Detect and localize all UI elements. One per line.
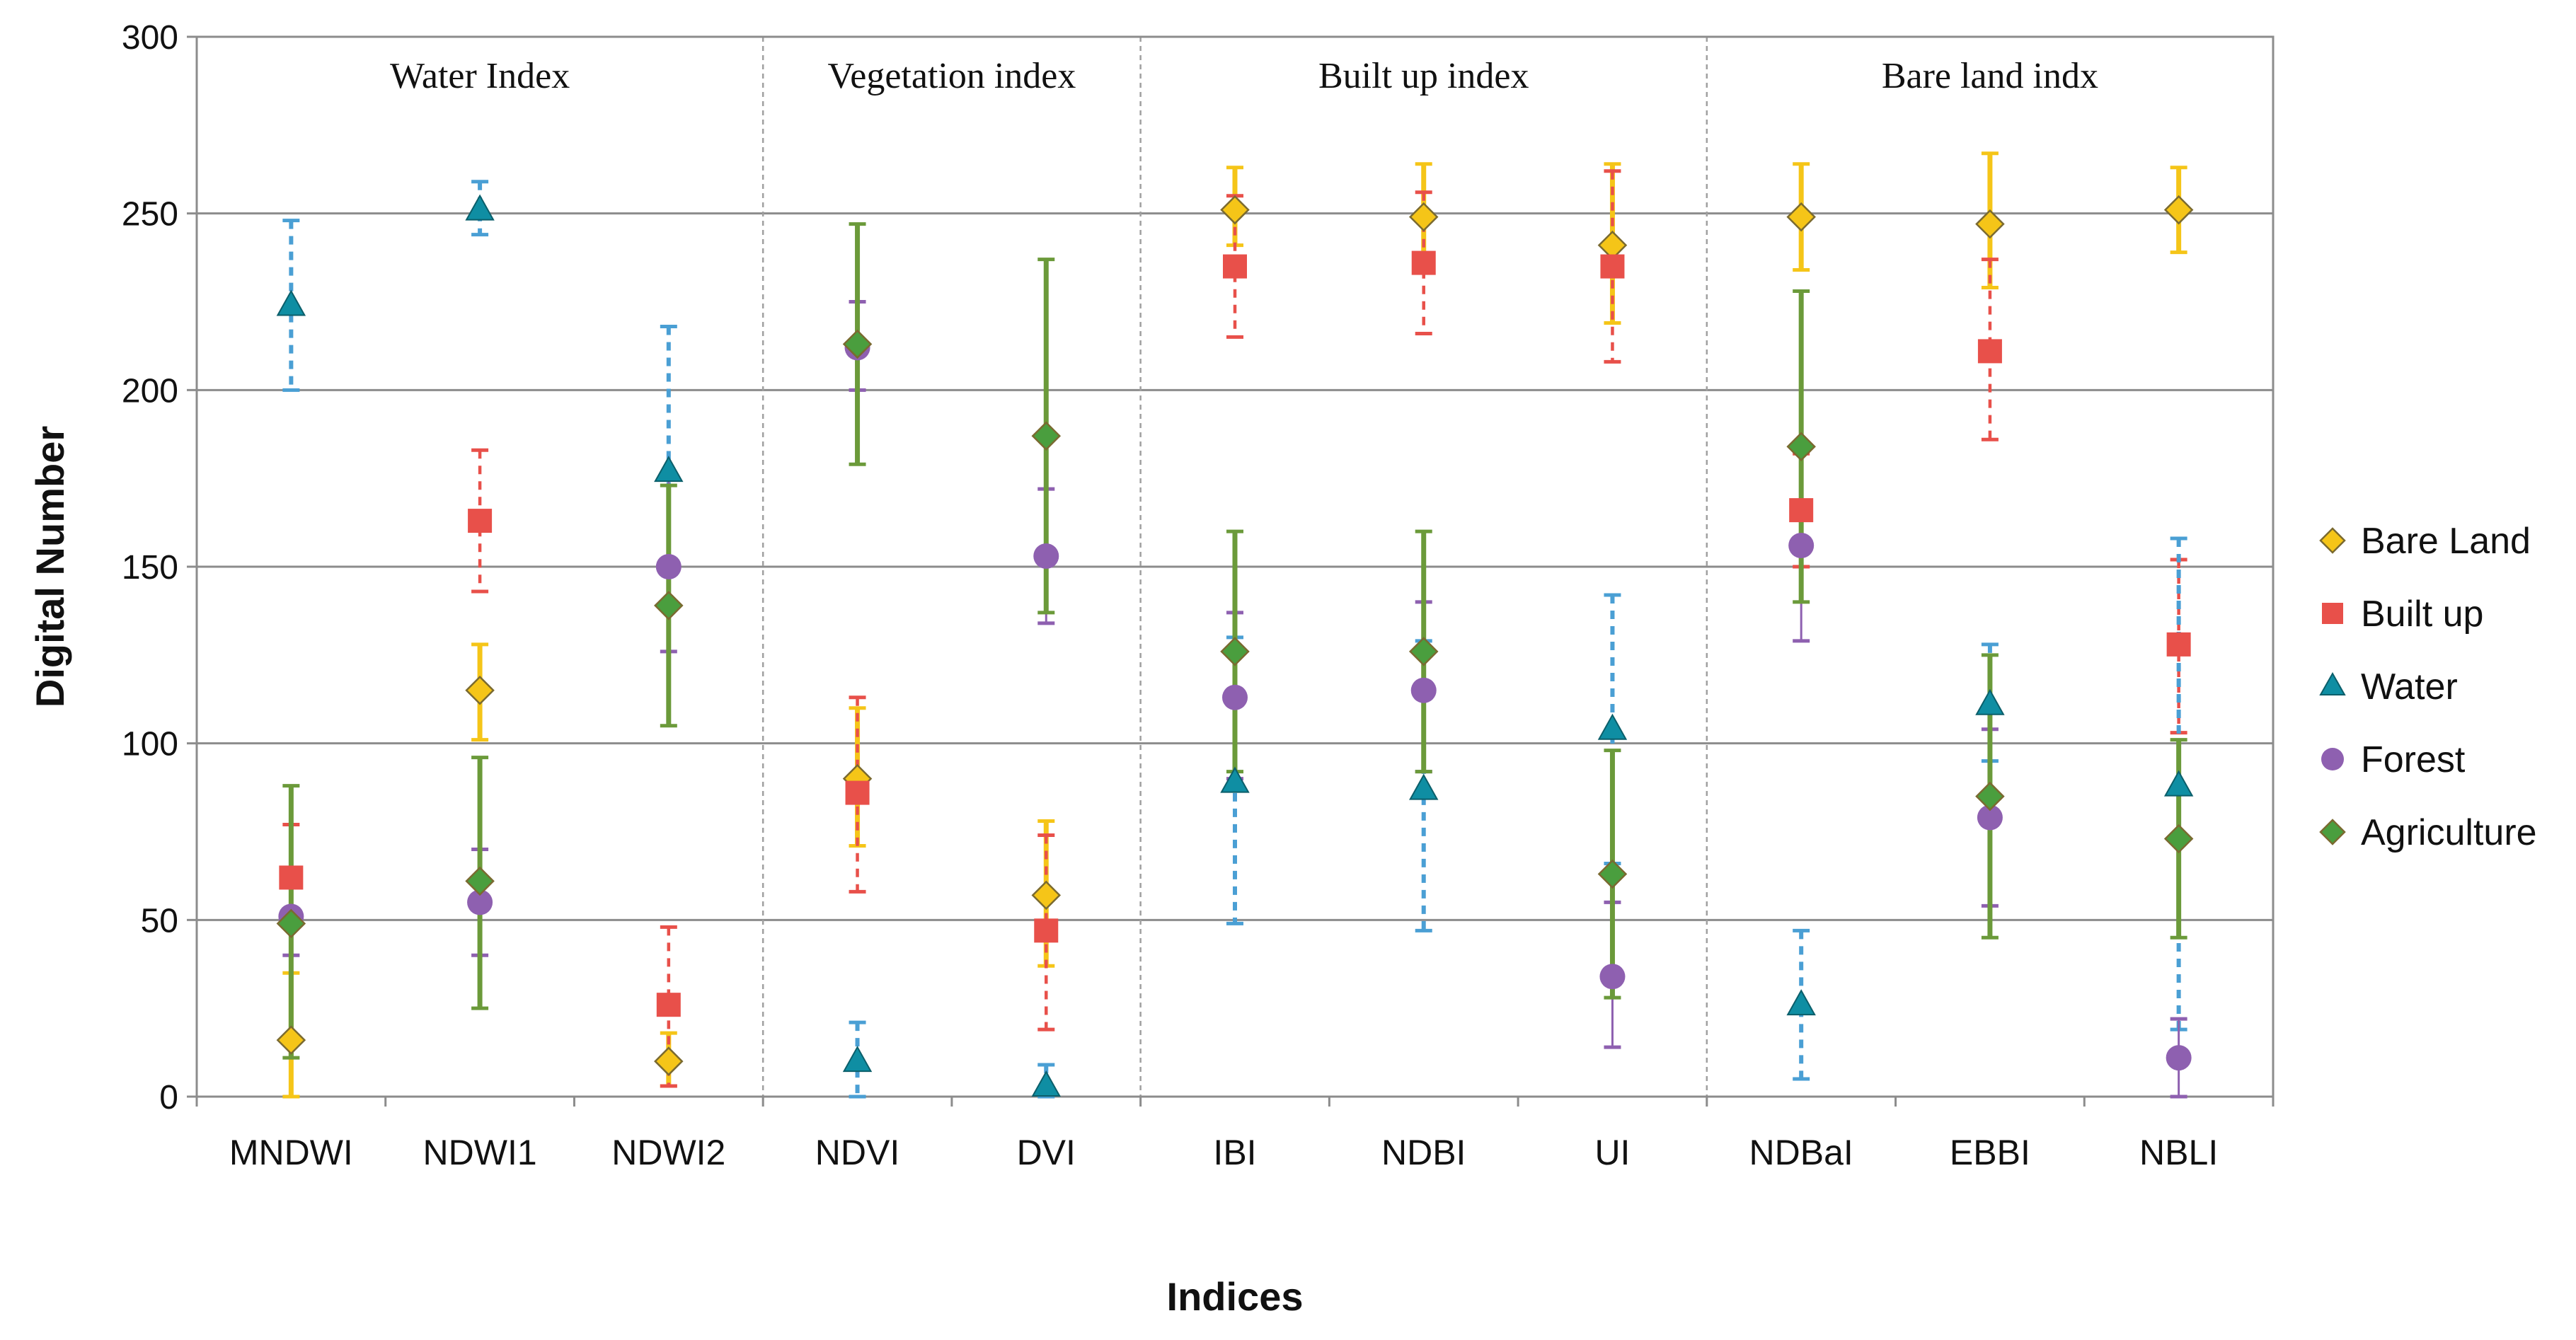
- point-water: [1597, 713, 1628, 740]
- legend-marker-water: [2319, 671, 2346, 695]
- x-tick-label-ebbi: EBBI: [1950, 1133, 2030, 1172]
- point-forest: [1410, 677, 1437, 703]
- group-label: Water Index: [390, 56, 570, 96]
- point-agriculture: [1408, 637, 1439, 666]
- y-tick-label: 0: [159, 1079, 178, 1116]
- point-bare-land: [2163, 195, 2194, 225]
- legend: Bare Land Built up Water Forest Agriculture: [2319, 521, 2537, 853]
- error-bars: [282, 151, 2187, 1099]
- x-tick-label-dvi: DVI: [1017, 1133, 1076, 1172]
- group-label: Built up index: [1318, 56, 1529, 96]
- point-water: [1409, 773, 1439, 800]
- y-tick-label: 200: [122, 372, 178, 410]
- point-forest: [1222, 684, 1248, 710]
- legend-label: Bare Land: [2361, 521, 2531, 562]
- x-tick-label-ui: UI: [1594, 1133, 1630, 1172]
- point-bare-land: [654, 1046, 684, 1076]
- point-forest: [1599, 964, 1626, 990]
- x-tick-label-ndwi1: NDWI1: [423, 1133, 537, 1172]
- point-built-up: [845, 780, 870, 805]
- y-axis-title: Digital Number: [28, 426, 72, 707]
- x-tick-label-mndwi: MNDWI: [229, 1133, 353, 1172]
- x-tick-label-ibi: IBI: [1213, 1133, 1256, 1172]
- point-bare-land: [1975, 209, 2005, 239]
- y-tick-label: 100: [122, 726, 178, 763]
- point-water: [276, 289, 306, 316]
- point-agriculture: [1031, 421, 1062, 451]
- point-built-up: [1977, 339, 2002, 364]
- data-markers: [276, 194, 2194, 1097]
- legend-label: Water: [2361, 666, 2458, 707]
- point-built-up: [1411, 250, 1436, 275]
- point-bare-land: [1031, 880, 1062, 911]
- point-built-up: [468, 509, 493, 533]
- point-agriculture: [2163, 824, 2194, 854]
- legend-marker-forest: [2321, 748, 2344, 770]
- y-tick-label: 50: [141, 902, 178, 940]
- point-built-up: [656, 993, 681, 1017]
- point-bare-land: [1408, 202, 1439, 232]
- axes: [187, 35, 2275, 1107]
- point-forest: [1788, 533, 1815, 559]
- point-water: [1031, 1070, 1061, 1097]
- x-axis-title: Indices: [1167, 1274, 1304, 1319]
- point-built-up: [1600, 254, 1625, 279]
- x-tick-label-ndbai: NDBaI: [1749, 1133, 1853, 1172]
- point-water: [1220, 766, 1250, 793]
- labels: 0 50 100 150 200 250 300 MNDWI NDWI1 NDWI2 NDVI DVI…: [28, 19, 2218, 1319]
- point-water: [654, 456, 684, 483]
- point-agriculture: [654, 591, 684, 620]
- point-bare-land: [276, 1025, 306, 1055]
- point-water: [1786, 989, 1816, 1016]
- point-built-up: [2166, 632, 2191, 657]
- point-agriculture: [276, 908, 306, 939]
- legend-marker-bare-land: [2319, 527, 2346, 554]
- x-tick-label-ndvi: NDVI: [815, 1133, 899, 1172]
- group-label: Bare land indx: [1882, 56, 2098, 96]
- point-agriculture: [1786, 432, 1816, 461]
- x-tick-label-nbli: NBLI: [2139, 1133, 2218, 1172]
- point-agriculture: [465, 866, 495, 896]
- point-forest: [2166, 1045, 2192, 1071]
- point-forest: [655, 554, 682, 579]
- point-agriculture: [842, 329, 873, 359]
- point-bare-land: [465, 675, 495, 705]
- legend-marker-agriculture: [2319, 819, 2346, 845]
- point-built-up: [1223, 254, 1247, 279]
- point-built-up: [1034, 918, 1059, 943]
- x-tick-label-ndbi: NDBI: [1381, 1133, 1466, 1172]
- point-bare-land: [1220, 195, 1250, 225]
- x-tick-label-ndwi2: NDWI2: [611, 1133, 725, 1172]
- point-bare-land: [1786, 202, 1816, 232]
- y-tick-label: 150: [122, 549, 178, 587]
- point-agriculture: [1597, 859, 1628, 889]
- point-forest: [1033, 543, 1059, 570]
- group-label: Vegetation index: [827, 56, 1076, 96]
- point-water: [842, 1046, 873, 1073]
- y-tick-label: 300: [122, 19, 178, 57]
- point-forest: [1977, 804, 2003, 831]
- point-water: [2163, 770, 2194, 797]
- point-built-up: [1789, 498, 1814, 523]
- point-agriculture: [1975, 781, 2005, 811]
- point-agriculture: [1220, 637, 1250, 666]
- legend-label: Built up: [2361, 594, 2483, 635]
- point-water: [1975, 688, 2005, 715]
- legend-marker-built-up: [2322, 603, 2343, 624]
- legend-label: Forest: [2361, 739, 2466, 780]
- point-water: [465, 194, 495, 221]
- point-forest: [467, 889, 493, 916]
- y-tick-label: 250: [122, 196, 178, 233]
- legend-label: Agriculture: [2361, 812, 2537, 853]
- point-built-up: [279, 865, 304, 890]
